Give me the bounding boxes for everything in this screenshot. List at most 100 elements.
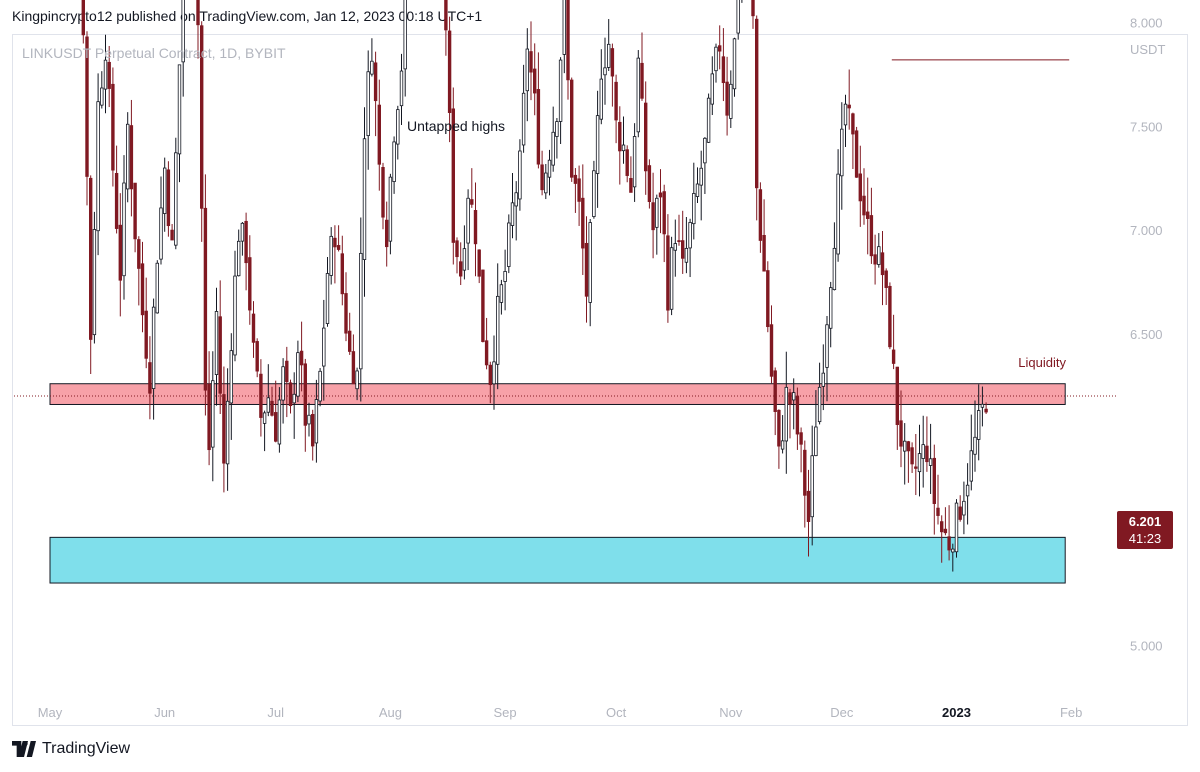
candle-body bbox=[262, 412, 267, 424]
candle-body bbox=[636, 57, 640, 133]
candle-body bbox=[137, 239, 141, 269]
candle-body bbox=[126, 123, 130, 190]
candle-body bbox=[699, 167, 703, 186]
x-tick-label: Jul bbox=[267, 705, 284, 720]
candle-body bbox=[936, 507, 940, 516]
candle-body bbox=[806, 490, 811, 522]
candle-body bbox=[921, 444, 925, 459]
candle-body bbox=[673, 243, 677, 251]
candle-body bbox=[473, 210, 478, 245]
candles-layer bbox=[81, 0, 988, 572]
liquidity-label: Liquidity bbox=[1018, 355, 1066, 370]
candle-body bbox=[551, 131, 555, 166]
candle-body bbox=[107, 61, 111, 89]
candle-body bbox=[843, 103, 848, 126]
candle-body bbox=[662, 191, 666, 235]
candle-body bbox=[658, 192, 663, 198]
candle-body bbox=[951, 548, 955, 553]
x-tick-label: Aug bbox=[379, 705, 402, 720]
candle-body bbox=[277, 399, 282, 445]
candle-body bbox=[706, 97, 711, 143]
candle-body bbox=[832, 247, 837, 291]
x-tick-label: Jun bbox=[154, 705, 175, 720]
candle-body bbox=[866, 211, 870, 219]
candle-body bbox=[928, 458, 933, 466]
candle-body bbox=[917, 453, 922, 473]
candle-body bbox=[577, 178, 581, 202]
candle-body bbox=[821, 372, 825, 387]
candle-body bbox=[248, 257, 252, 311]
candle-body bbox=[122, 182, 126, 277]
candle-body bbox=[891, 349, 896, 364]
candle-body bbox=[488, 364, 492, 386]
candle-body bbox=[810, 455, 814, 518]
brand-name: TradingView bbox=[42, 740, 131, 757]
candle-body bbox=[296, 352, 300, 397]
candle-body bbox=[514, 192, 518, 207]
candle-body bbox=[499, 284, 504, 303]
candle-body bbox=[481, 269, 485, 342]
candle-body bbox=[229, 350, 233, 404]
candle-body bbox=[925, 445, 929, 463]
candle-body bbox=[562, 0, 566, 55]
x-axis: May Jun Jul Aug Sep Oct Nov Dec 2023 Feb bbox=[38, 705, 1083, 720]
candle-body bbox=[721, 56, 726, 84]
candle-body bbox=[388, 176, 393, 242]
candle-body bbox=[240, 222, 245, 242]
candle-body bbox=[965, 484, 970, 497]
candle-body bbox=[399, 70, 404, 107]
candle-body bbox=[207, 383, 211, 451]
candle-body bbox=[495, 295, 500, 365]
candle-body bbox=[355, 370, 359, 390]
candle-body bbox=[159, 207, 163, 260]
candle-body bbox=[288, 382, 293, 407]
tradingview-brand[interactable]: TradingView bbox=[12, 740, 130, 758]
candle-body bbox=[862, 195, 866, 216]
candle-body bbox=[314, 399, 319, 444]
candle-body bbox=[629, 178, 633, 193]
candle-body bbox=[92, 229, 97, 336]
candle-body bbox=[451, 108, 455, 243]
candle-body bbox=[873, 254, 877, 265]
candle-body bbox=[477, 249, 481, 277]
candle-body bbox=[384, 219, 389, 248]
candle-body bbox=[362, 138, 367, 260]
candle-body bbox=[351, 351, 356, 385]
candle-body bbox=[255, 341, 259, 372]
candle-body bbox=[973, 436, 977, 455]
candle-body bbox=[940, 521, 944, 533]
candle-body bbox=[510, 202, 515, 226]
candle-body bbox=[614, 81, 618, 121]
candle-body bbox=[858, 173, 862, 202]
candle-body bbox=[703, 137, 707, 164]
candle-body bbox=[129, 125, 134, 190]
candle-body bbox=[947, 536, 951, 551]
candle-body bbox=[329, 235, 333, 276]
candle-body bbox=[166, 169, 171, 227]
candle-body bbox=[525, 48, 529, 92]
publish-header: Kingpincrypto12 published on TradingView… bbox=[12, 8, 483, 24]
candle-body bbox=[751, 0, 755, 17]
candle-body bbox=[540, 164, 544, 191]
candle-body bbox=[847, 104, 851, 109]
candle-body bbox=[681, 240, 685, 259]
candle-body bbox=[307, 414, 311, 425]
currency-label: USDT bbox=[1130, 42, 1166, 57]
candle-body bbox=[799, 432, 803, 445]
candle-body bbox=[581, 197, 585, 249]
candle-body bbox=[836, 173, 840, 255]
candle-body bbox=[225, 400, 230, 465]
candle-body bbox=[584, 242, 589, 297]
candle-body bbox=[236, 240, 241, 277]
candle-body bbox=[214, 311, 219, 375]
chart-frame bbox=[12, 34, 1188, 726]
candle-body bbox=[100, 87, 104, 106]
candle-body bbox=[729, 83, 733, 119]
candle-body bbox=[732, 38, 737, 90]
candle-body bbox=[692, 193, 696, 225]
candle-body bbox=[766, 270, 770, 328]
candle-body bbox=[344, 293, 348, 334]
candle-body bbox=[140, 263, 145, 316]
x-tick-label: May bbox=[38, 705, 63, 720]
